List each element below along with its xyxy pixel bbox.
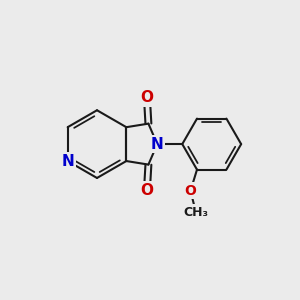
Text: N: N <box>61 154 74 169</box>
Text: CH₃: CH₃ <box>183 206 208 218</box>
Text: O: O <box>140 183 153 198</box>
Text: N: N <box>151 136 164 152</box>
Text: O: O <box>140 90 153 105</box>
Text: O: O <box>184 184 196 198</box>
